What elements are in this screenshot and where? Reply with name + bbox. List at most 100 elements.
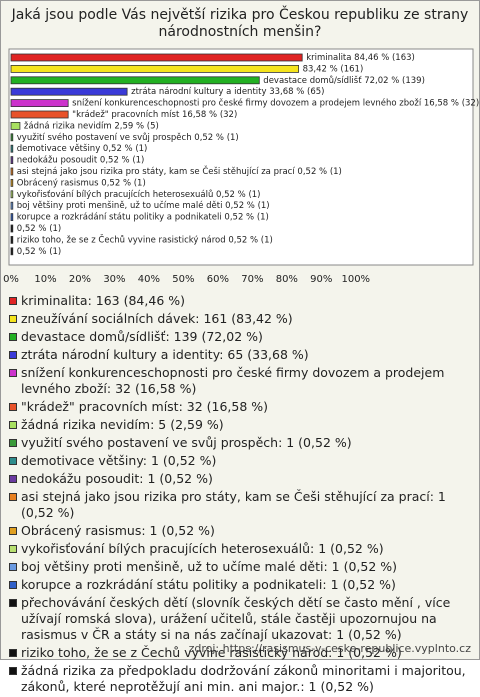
legend-item: žádná rizika za předpokladu dodržování z… bbox=[9, 663, 471, 695]
x-tick-label: 30% bbox=[103, 274, 125, 285]
chart: 0% 10% 20% 30% 40% 50% 60% 70% 80% 90% 100% krimina… bbox=[3, 48, 479, 285]
bar bbox=[10, 144, 14, 153]
legend-item: snížení konkurenceschopnosti pro české f… bbox=[9, 365, 471, 397]
x-tick-label: 40% bbox=[138, 274, 160, 285]
bar bbox=[10, 190, 14, 199]
x-tick-label: 0% bbox=[3, 274, 19, 285]
legend-label: asi stejná jako jsou rizika pro státy, k… bbox=[21, 489, 446, 520]
x-tick-label: 70% bbox=[241, 274, 263, 285]
bar bbox=[10, 122, 21, 130]
legend-swatch bbox=[9, 351, 17, 359]
bar bbox=[10, 156, 14, 165]
bar bbox=[10, 167, 14, 176]
legend-item: kriminalita: 163 (84,46 %) bbox=[9, 293, 471, 309]
bar-label: 83,42 % (161) bbox=[303, 64, 364, 74]
legend-label: snížení konkurenceschopnosti pro české f… bbox=[21, 365, 445, 396]
bar bbox=[10, 224, 14, 233]
legend-item: využití svého postavení ve svůj prospěch… bbox=[9, 435, 471, 451]
legend-item: "krádež" pracovních míst: 32 (16,58 %) bbox=[9, 399, 471, 415]
legend-swatch bbox=[9, 667, 17, 675]
bar bbox=[10, 213, 14, 222]
bar-label: vykořisťování bílých pracujících heteros… bbox=[17, 189, 261, 200]
legend-item: korupce a rozkrádání státu politiky a po… bbox=[9, 577, 471, 593]
legend-item: žádná rizika nevidím: 5 (2,59 %) bbox=[9, 417, 471, 433]
legend-swatch bbox=[9, 563, 17, 571]
bar bbox=[10, 235, 14, 244]
bar-label: riziko toho, že se z Čechů vyvine rasist… bbox=[17, 233, 273, 245]
legend-item: přechovávání českých dětí (slovník český… bbox=[9, 595, 471, 643]
bar bbox=[10, 76, 260, 85]
bar-label: ztráta národní kultury a identity 33,68 … bbox=[131, 87, 324, 97]
bar bbox=[10, 247, 14, 256]
legend-label: zneužívání sociálních dávek: 161 (83,42 … bbox=[21, 311, 293, 326]
plot-area bbox=[8, 48, 474, 266]
bar bbox=[10, 178, 14, 187]
legend-swatch bbox=[9, 457, 17, 465]
x-tick-label: 100% bbox=[341, 274, 370, 285]
legend-item: Obrácený rasismus: 1 (0,52 %) bbox=[9, 523, 471, 539]
legend-item: vykořisťování bílých pracujících heteros… bbox=[9, 541, 471, 557]
legend-item: asi stejná jako jsou rizika pro státy, k… bbox=[9, 489, 471, 521]
x-tick-label: 20% bbox=[69, 274, 91, 285]
legend-label: nedokážu posoudit: 1 (0,52 %) bbox=[21, 471, 213, 486]
legend-label: riziko toho, že se z Čechů vyvine rasist… bbox=[21, 645, 402, 660]
legend-swatch bbox=[9, 493, 17, 501]
legend-label: kriminalita: 163 (84,46 %) bbox=[21, 293, 185, 308]
legend-label: demotivace většiny: 1 (0,52 %) bbox=[21, 453, 217, 468]
legend-item: demotivace většiny: 1 (0,52 %) bbox=[9, 453, 471, 469]
legend-label: žádná rizika za předpokladu dodržování z… bbox=[21, 663, 466, 694]
bar-label: "krádež" pracovních míst 16,58 % (32) bbox=[72, 110, 237, 120]
legend-item: nedokážu posoudit: 1 (0,52 %) bbox=[9, 471, 471, 487]
legend-label: boj většiny proti menšině, už to učíme m… bbox=[21, 559, 398, 574]
legend-swatch bbox=[9, 439, 17, 447]
legend-label: žádná rizika nevidím: 5 (2,59 %) bbox=[21, 417, 224, 432]
bar bbox=[10, 99, 69, 107]
chart-title: Jaká jsou podle Vás největší rizika pro … bbox=[11, 7, 469, 40]
x-tick-label: 10% bbox=[34, 274, 56, 285]
legend-item: boj většiny proti menšině, už to učíme m… bbox=[9, 559, 471, 575]
bar-label: žádná rizika nevidím 2,59 % (5) bbox=[24, 121, 159, 131]
bar bbox=[10, 53, 303, 62]
legend-label: využití svého postavení ve svůj prospěch… bbox=[21, 435, 352, 450]
bar-label: asi stejná jako jsou rizika pro státy, k… bbox=[17, 165, 342, 177]
legend-swatch bbox=[9, 475, 17, 483]
legend: kriminalita: 163 (84,46 %) zneužívání soc… bbox=[9, 293, 471, 697]
bar-label: využití svého postavení ve svůj prospěch… bbox=[17, 132, 239, 143]
legend-swatch bbox=[9, 403, 17, 411]
legend-swatch bbox=[9, 333, 17, 341]
bar-label: 0,52 % (1) bbox=[17, 247, 61, 257]
bar-label: korupce a rozkrádání státu politiky a po… bbox=[17, 213, 269, 223]
legend-swatch bbox=[9, 315, 17, 323]
bar bbox=[10, 133, 14, 142]
legend-label: Obrácený rasismus: 1 (0,52 %) bbox=[21, 523, 215, 538]
bar-label: demotivace většiny 0,52 % (1) bbox=[17, 143, 148, 154]
bar-label: nedokážu posoudit 0,52 % (1) bbox=[17, 156, 145, 166]
bar-label: Obrácený rasismus 0,52 % (1) bbox=[17, 178, 146, 188]
bar-label: kriminalita 84,46 % (163) bbox=[306, 53, 415, 63]
bar bbox=[10, 201, 14, 210]
legend-item: devastace domů/sídlišť: 139 (72,02 %) bbox=[9, 329, 471, 345]
legend-item: ztráta národní kultury a identity: 65 (3… bbox=[9, 347, 471, 363]
x-tick-label: 60% bbox=[207, 274, 229, 285]
x-tick-label: 80% bbox=[276, 274, 298, 285]
source: zdroj: https://rasismus-v-ceske-republic… bbox=[188, 642, 471, 655]
legend-swatch bbox=[9, 527, 17, 535]
legend-swatch bbox=[9, 421, 17, 429]
bar-label: devastace domů/sídlišť 72,02 % (139) bbox=[263, 75, 425, 86]
legend-swatch bbox=[9, 599, 17, 607]
legend-label: vykořisťování bílých pracujících heteros… bbox=[21, 541, 384, 556]
x-tick-label: 90% bbox=[310, 274, 332, 285]
bar bbox=[10, 110, 69, 119]
legend-swatch bbox=[9, 649, 17, 657]
legend-swatch bbox=[9, 545, 17, 553]
bar-label: 0,52 % (1) bbox=[17, 224, 61, 234]
legend-label: korupce a rozkrádání státu politiky a po… bbox=[21, 577, 396, 592]
legend-label: přechovávání českých dětí (slovník český… bbox=[21, 595, 451, 642]
bar bbox=[10, 87, 128, 96]
legend-swatch bbox=[9, 369, 17, 377]
legend-swatch bbox=[9, 581, 17, 589]
legend-label: devastace domů/sídlišť: 139 (72,02 %) bbox=[21, 329, 263, 344]
bar bbox=[10, 65, 300, 73]
bar-label: boj většiny proti menšině, už to učíme m… bbox=[17, 200, 270, 211]
